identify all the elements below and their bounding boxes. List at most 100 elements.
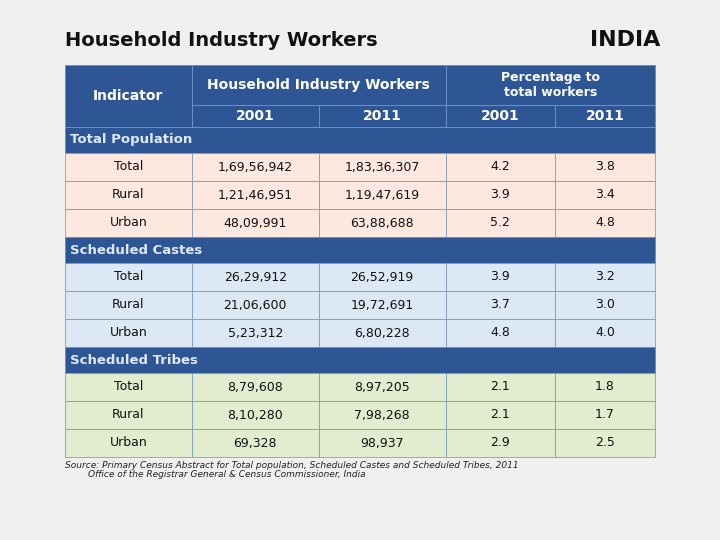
Text: Household Industry Workers: Household Industry Workers (65, 30, 377, 50)
Text: Urban: Urban (109, 436, 148, 449)
Bar (319, 263, 446, 291)
Bar (446, 401, 554, 429)
Bar (65, 373, 192, 401)
Bar (65, 181, 192, 209)
Text: 3.9: 3.9 (490, 188, 510, 201)
Bar (554, 401, 655, 429)
Bar (192, 319, 319, 347)
Text: Total: Total (114, 271, 143, 284)
Text: Office of the Registrar General & Census Commissioner, India: Office of the Registrar General & Census… (65, 470, 366, 479)
Bar (446, 153, 554, 181)
Text: 21,06,600: 21,06,600 (223, 299, 287, 312)
Bar (446, 319, 554, 347)
Bar (65, 263, 192, 291)
Text: Total: Total (114, 381, 143, 394)
Bar (192, 153, 319, 181)
Text: Total Population: Total Population (70, 133, 192, 146)
Bar (554, 153, 655, 181)
Bar (446, 181, 554, 209)
Bar (446, 429, 554, 457)
Text: Rural: Rural (112, 299, 145, 312)
Bar (65, 291, 192, 319)
Bar (65, 319, 192, 347)
Bar (319, 181, 446, 209)
Text: 8,79,608: 8,79,608 (228, 381, 283, 394)
Text: Rural: Rural (112, 188, 145, 201)
Text: 98,937: 98,937 (360, 436, 404, 449)
Bar (319, 319, 446, 347)
Text: 5.2: 5.2 (490, 217, 510, 230)
Text: Percentage to
total workers: Percentage to total workers (501, 71, 600, 99)
Bar (446, 373, 554, 401)
Text: 3.0: 3.0 (595, 299, 615, 312)
Text: 2011: 2011 (363, 109, 402, 123)
Bar (319, 105, 446, 127)
Text: Rural: Rural (112, 408, 145, 422)
Bar (65, 153, 192, 181)
Bar (65, 65, 192, 127)
Text: Scheduled Tribes: Scheduled Tribes (70, 354, 198, 367)
Text: Indicator: Indicator (93, 89, 163, 103)
Text: 1.8: 1.8 (595, 381, 615, 394)
Bar (192, 291, 319, 319)
Text: 2.1: 2.1 (490, 408, 510, 422)
Bar (446, 209, 554, 237)
Text: 1.7: 1.7 (595, 408, 615, 422)
Bar (192, 373, 319, 401)
Bar (554, 291, 655, 319)
Text: 4.8: 4.8 (595, 217, 615, 230)
Text: 48,09,991: 48,09,991 (224, 217, 287, 230)
Text: 5,23,312: 5,23,312 (228, 327, 283, 340)
Text: 2.5: 2.5 (595, 436, 615, 449)
Bar (319, 153, 446, 181)
Text: Scheduled Castes: Scheduled Castes (70, 244, 202, 256)
Bar (65, 347, 655, 373)
Text: 3.7: 3.7 (490, 299, 510, 312)
Bar (446, 263, 554, 291)
Bar (192, 181, 319, 209)
Text: 69,328: 69,328 (233, 436, 277, 449)
Text: Household Industry Workers: Household Industry Workers (207, 78, 430, 92)
Text: 3.9: 3.9 (490, 271, 510, 284)
Text: INDIA: INDIA (590, 30, 660, 50)
Text: 1,19,47,619: 1,19,47,619 (345, 188, 420, 201)
Bar (65, 429, 192, 457)
Text: 26,52,919: 26,52,919 (351, 271, 414, 284)
Text: 8,10,280: 8,10,280 (228, 408, 283, 422)
Text: 1,69,56,942: 1,69,56,942 (217, 160, 293, 173)
Text: 4.8: 4.8 (490, 327, 510, 340)
Text: 4.2: 4.2 (490, 160, 510, 173)
Bar (446, 105, 554, 127)
Bar (554, 209, 655, 237)
Bar (554, 319, 655, 347)
Bar (319, 209, 446, 237)
Bar (554, 263, 655, 291)
Text: 1,21,46,951: 1,21,46,951 (217, 188, 293, 201)
Bar (192, 65, 446, 105)
Bar (65, 209, 192, 237)
Text: Source: Primary Census Abstract for Total population, Scheduled Castes and Sched: Source: Primary Census Abstract for Tota… (65, 461, 518, 470)
Bar (65, 237, 655, 263)
Bar (319, 373, 446, 401)
Bar (554, 373, 655, 401)
Bar (554, 181, 655, 209)
Text: 1,83,36,307: 1,83,36,307 (344, 160, 420, 173)
Text: Urban: Urban (109, 217, 148, 230)
Text: 4.0: 4.0 (595, 327, 615, 340)
Text: Urban: Urban (109, 327, 148, 340)
Text: Total: Total (114, 160, 143, 173)
Bar (446, 291, 554, 319)
Text: 7,98,268: 7,98,268 (354, 408, 410, 422)
Bar (319, 429, 446, 457)
Bar (446, 65, 655, 105)
Bar (554, 105, 655, 127)
Text: 2001: 2001 (236, 109, 274, 123)
Bar (65, 401, 192, 429)
Bar (192, 105, 319, 127)
Text: 3.4: 3.4 (595, 188, 615, 201)
Text: 19,72,691: 19,72,691 (351, 299, 414, 312)
Bar (319, 291, 446, 319)
Text: 3.2: 3.2 (595, 271, 615, 284)
Text: 2011: 2011 (585, 109, 624, 123)
Bar (319, 401, 446, 429)
